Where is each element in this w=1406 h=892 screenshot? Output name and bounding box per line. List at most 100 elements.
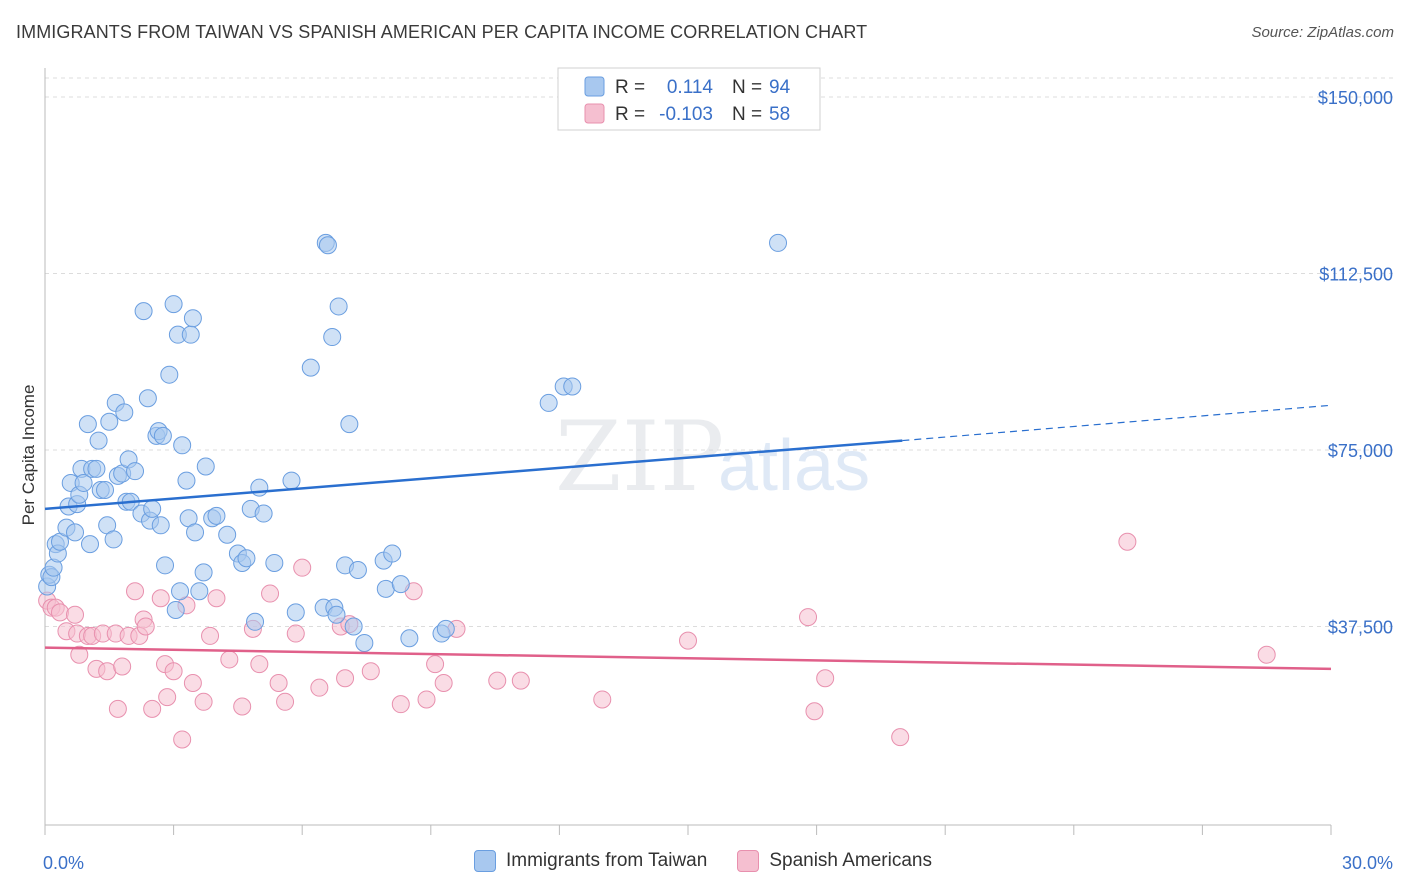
series-legend: Immigrants from Taiwan Spanish Americans <box>0 850 1406 872</box>
legend-item-spanish: Spanish Americans <box>737 850 932 872</box>
point-taiwan <box>160 365 179 384</box>
point-taiwan <box>194 563 213 582</box>
point-spanish <box>269 673 288 692</box>
point-taiwan <box>89 431 108 450</box>
y-tick-label: $112,500 <box>1319 265 1393 285</box>
point-taiwan <box>246 612 265 631</box>
point-spanish <box>143 699 162 718</box>
legend-r-label: R = <box>615 104 645 125</box>
point-taiwan <box>143 499 162 518</box>
point-taiwan <box>348 561 367 580</box>
point-taiwan <box>563 377 582 396</box>
point-spanish <box>1118 532 1137 551</box>
y-tick-label: $150,000 <box>1318 88 1393 108</box>
point-spanish <box>1257 645 1276 664</box>
point-taiwan <box>301 358 320 377</box>
point-spanish <box>151 589 170 608</box>
point-taiwan <box>400 629 419 648</box>
legend-swatch-taiwan <box>474 850 496 872</box>
point-spanish <box>201 626 220 645</box>
point-taiwan <box>340 415 359 434</box>
point-spanish <box>136 617 155 636</box>
point-taiwan <box>166 601 185 620</box>
point-taiwan <box>344 617 363 636</box>
point-taiwan <box>190 582 209 601</box>
point-taiwan <box>282 471 301 490</box>
point-taiwan <box>254 504 273 523</box>
point-spanish <box>276 692 295 711</box>
point-taiwan <box>286 603 305 622</box>
point-spanish <box>108 699 127 718</box>
gridlines <box>45 77 1393 627</box>
point-taiwan <box>81 535 100 554</box>
point-spanish <box>250 655 269 674</box>
point-taiwan <box>237 549 256 568</box>
y-tick-label: $75,000 <box>1328 441 1393 461</box>
point-taiwan <box>115 403 134 422</box>
point-spanish <box>164 662 183 681</box>
point-spanish <box>113 657 132 676</box>
legend-n-label: N = <box>732 77 762 98</box>
point-taiwan <box>134 302 153 321</box>
point-taiwan <box>436 619 455 638</box>
point-spanish <box>66 605 85 624</box>
point-taiwan <box>196 457 215 476</box>
point-spanish <box>434 673 453 692</box>
point-taiwan <box>329 297 348 316</box>
point-spanish <box>261 584 280 603</box>
watermark-atlas: atlas <box>718 426 870 506</box>
point-taiwan <box>151 516 170 535</box>
point-taiwan <box>138 389 157 408</box>
x-tick-label: 0.0% <box>43 853 84 873</box>
axes <box>44 68 1332 835</box>
legend-item-taiwan: Immigrants from Taiwan <box>474 850 707 872</box>
point-taiwan <box>318 236 337 255</box>
point-spanish <box>426 655 445 674</box>
legend-n-value: 58 <box>769 104 790 125</box>
point-spanish <box>126 582 145 601</box>
point-spanish <box>336 669 355 688</box>
point-spanish <box>805 702 824 721</box>
point-spanish <box>51 603 70 622</box>
point-taiwan <box>181 325 200 344</box>
point-spanish <box>391 695 410 714</box>
point-taiwan <box>96 481 115 500</box>
source-label: Source: ZipAtlas.com <box>1251 24 1394 41</box>
point-taiwan <box>539 393 558 412</box>
watermark: ZIP atlas <box>555 401 870 513</box>
point-taiwan <box>355 633 374 652</box>
point-taiwan <box>171 582 190 601</box>
point-taiwan <box>769 233 788 252</box>
point-taiwan <box>78 415 97 434</box>
point-taiwan <box>265 553 284 572</box>
y-tick-labels: $37,500 $75,000 $112,500 $150,000 <box>1318 88 1393 638</box>
point-spanish <box>220 650 239 669</box>
point-spanish <box>593 690 612 709</box>
point-spanish <box>511 671 530 690</box>
point-taiwan <box>186 523 205 542</box>
point-taiwan <box>164 295 183 314</box>
point-spanish <box>70 645 89 664</box>
legend-label-taiwan: Immigrants from Taiwan <box>506 850 708 871</box>
point-spanish <box>286 624 305 643</box>
stats-legend: R = 0.114 N = 94 R = -0.103 N = 58 <box>557 67 821 131</box>
point-spanish <box>293 558 312 577</box>
point-taiwan <box>153 426 172 445</box>
trend-line-taiwan <box>44 439 903 511</box>
legend-n-label: N = <box>732 104 762 125</box>
legend-swatch-pink <box>584 103 605 124</box>
trend-line-taiwan-extension <box>902 404 1332 442</box>
point-spanish <box>891 728 910 747</box>
point-spanish <box>158 688 177 707</box>
legend-label-spanish: Spanish Americans <box>769 850 932 871</box>
point-taiwan <box>250 478 269 497</box>
point-taiwan <box>126 462 145 481</box>
point-taiwan <box>74 473 93 492</box>
point-spanish <box>194 692 213 711</box>
y-tick-label: $37,500 <box>1328 618 1393 638</box>
point-taiwan <box>173 436 192 455</box>
point-taiwan <box>327 605 346 624</box>
point-taiwan <box>391 575 410 594</box>
points-spanish-americans <box>38 532 1276 749</box>
